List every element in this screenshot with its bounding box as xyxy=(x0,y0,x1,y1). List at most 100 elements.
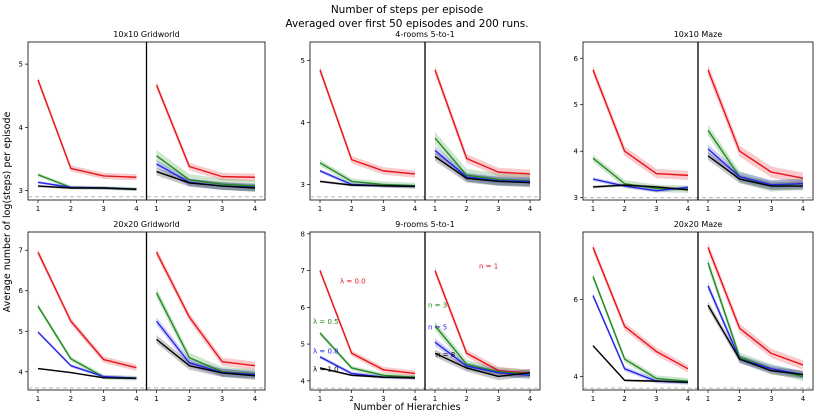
x-tick-label: 1 xyxy=(433,395,437,403)
series-line-black xyxy=(37,185,137,190)
x-tick-label: 4 xyxy=(686,205,691,213)
x-tick-label: 4 xyxy=(528,395,533,403)
y-tick-label: 3 xyxy=(19,187,23,195)
series-band-blue xyxy=(156,160,255,192)
series-line-red xyxy=(319,69,416,175)
series-line-red xyxy=(37,251,137,369)
x-tick-label: 4 xyxy=(413,205,418,213)
x-tick-label: 3 xyxy=(101,205,105,213)
series-line-red xyxy=(592,247,689,370)
subplot-title: 10x10 Gridworld xyxy=(113,30,179,39)
x-tick-label: 4 xyxy=(134,395,139,403)
x-tick-label: 2 xyxy=(69,395,73,403)
x-tick-label: 4 xyxy=(134,205,139,213)
series-line-black xyxy=(707,304,804,376)
x-tick-label: 3 xyxy=(769,395,773,403)
series-line-red xyxy=(592,69,689,177)
series-line-blue xyxy=(434,149,531,183)
x-axis-label: Number of Hierarchies xyxy=(353,402,460,413)
x-tick-label: 3 xyxy=(496,395,500,403)
series-line-green xyxy=(155,292,256,375)
x-tick-label: 4 xyxy=(253,395,258,403)
series-band-red xyxy=(708,242,803,370)
x-tick-label: 1 xyxy=(154,395,158,403)
series-line-green xyxy=(434,137,531,182)
series-line-black xyxy=(37,367,137,379)
x-tick-label: 2 xyxy=(187,395,191,403)
x-tick-label: 2 xyxy=(737,395,741,403)
series-line-blue xyxy=(707,148,804,186)
x-tick-label: 4 xyxy=(253,205,258,213)
series-line-black xyxy=(434,352,531,378)
series-line-black xyxy=(707,155,803,187)
x-tick-label: 2 xyxy=(187,205,191,213)
subplot-title: 20x20 Gridworld xyxy=(113,220,179,229)
y-tick-label: 4 xyxy=(301,119,306,127)
series-line-red xyxy=(707,69,804,179)
x-tick-label: 1 xyxy=(706,205,710,213)
x-tick-label: 3 xyxy=(654,205,658,213)
series-band-red xyxy=(38,249,137,371)
subplot: 9-rooms 5-to-1 4 5 6 7 8 1 2 3 4 1 2 3 4 λ = 0.0 λ = 0.… xyxy=(301,220,541,403)
x-tick-label: 2 xyxy=(349,395,353,403)
y-tick-label: 3 xyxy=(574,194,578,202)
series-band-green xyxy=(156,287,255,379)
series-line-blue xyxy=(707,285,804,376)
x-tick-label: 1 xyxy=(36,205,40,213)
x-tick-label: 2 xyxy=(622,205,626,213)
x-tick-label: 2 xyxy=(622,395,626,403)
lambda-annotation: λ = 0.8 xyxy=(313,347,339,355)
y-tick-label: 4 xyxy=(301,377,306,385)
series-band-red xyxy=(593,65,688,181)
subplot: 20x20 Gridworld 4 5 6 7 1 2 3 4 1 2 3 4 xyxy=(19,220,266,403)
series-line-black xyxy=(592,345,689,383)
series-line-black xyxy=(156,170,256,189)
subplot-title: 20x20 Maze xyxy=(674,220,723,229)
series-line-red xyxy=(434,69,531,175)
x-tick-label: 1 xyxy=(591,395,595,403)
series-line-red xyxy=(37,79,137,178)
series-line-red xyxy=(434,270,531,375)
series-line-green xyxy=(319,162,416,187)
series-line-green xyxy=(592,276,689,382)
x-tick-label: 1 xyxy=(154,205,158,213)
series-band-red xyxy=(156,81,255,182)
y-tick-label: 7 xyxy=(19,247,23,255)
x-tick-label: 3 xyxy=(769,205,773,213)
y-tick-label: 4 xyxy=(574,373,579,381)
y-tick-label: 5 xyxy=(301,57,305,65)
n-annotation: n = 3 xyxy=(428,301,447,309)
x-tick-label: 4 xyxy=(686,395,691,403)
x-tick-label: 3 xyxy=(496,205,500,213)
series-line-black xyxy=(319,367,416,379)
series-band-green xyxy=(38,172,137,192)
y-tick-label: 6 xyxy=(19,287,24,295)
series-band-blue xyxy=(38,330,137,380)
x-tick-label: 4 xyxy=(801,205,806,213)
x-tick-label: 2 xyxy=(69,205,73,213)
series-line-red xyxy=(155,251,256,367)
lambda-annotation: λ = 0.5 xyxy=(313,318,339,326)
series-line-red xyxy=(155,84,256,178)
series-line-black xyxy=(156,338,256,377)
subplot: 20x20 Maze 4 6 1 2 3 4 1 2 3 4 xyxy=(574,220,814,403)
n-annotation: n = 8 xyxy=(436,351,455,359)
series-line-green xyxy=(156,155,256,187)
figure-subtitle: Averaged over first 50 episodes and 200 … xyxy=(285,18,528,30)
series-band-black xyxy=(435,152,530,187)
y-tick-label: 3 xyxy=(301,181,305,189)
series-line-red xyxy=(707,247,804,366)
series-line-black xyxy=(592,184,689,191)
y-axis-label: Average number of log(steps) per episode xyxy=(2,112,13,313)
n-annotation: n = 5 xyxy=(428,323,447,331)
n-annotation: n = 1 xyxy=(479,263,498,271)
series-line-green xyxy=(434,325,531,375)
x-tick-label: 2 xyxy=(464,395,468,403)
x-tick-label: 4 xyxy=(528,205,533,213)
series-line-green xyxy=(319,332,416,378)
x-tick-label: 1 xyxy=(433,205,437,213)
series-line-red xyxy=(319,270,416,375)
series-band-red xyxy=(708,64,803,184)
x-tick-label: 1 xyxy=(591,205,595,213)
y-tick-label: 8 xyxy=(301,230,305,238)
